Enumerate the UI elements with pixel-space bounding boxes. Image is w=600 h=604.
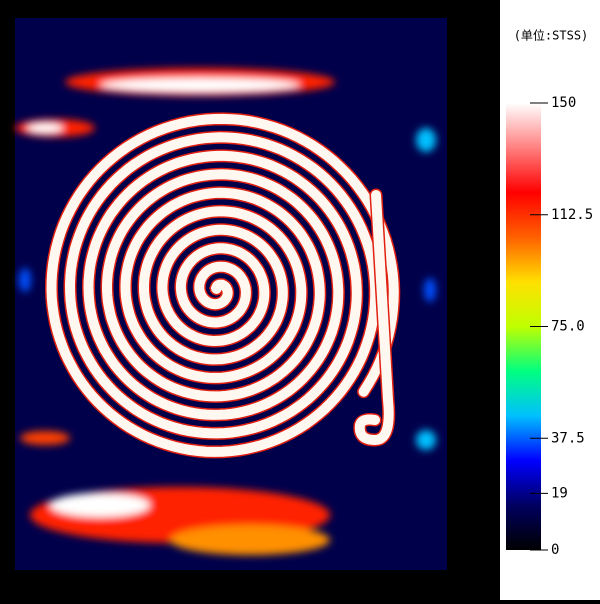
spiral-body	[46, 113, 399, 457]
colorbar-tick-label: 19	[551, 485, 568, 501]
colorbar-tick-label: 0	[551, 542, 559, 558]
spiral-tail-body	[354, 190, 394, 446]
colorbar-tick-label: 75.0	[551, 319, 585, 335]
colorbar-title: (单位:STSS)	[514, 28, 589, 43]
hot-regions	[15, 68, 436, 555]
colorbar-tick-label: 37.5	[551, 430, 585, 446]
colorbar-tick-label: 112.5	[551, 207, 593, 223]
spiral-sample	[44, 112, 401, 459]
colorbar-tick-label: 150	[551, 95, 576, 111]
